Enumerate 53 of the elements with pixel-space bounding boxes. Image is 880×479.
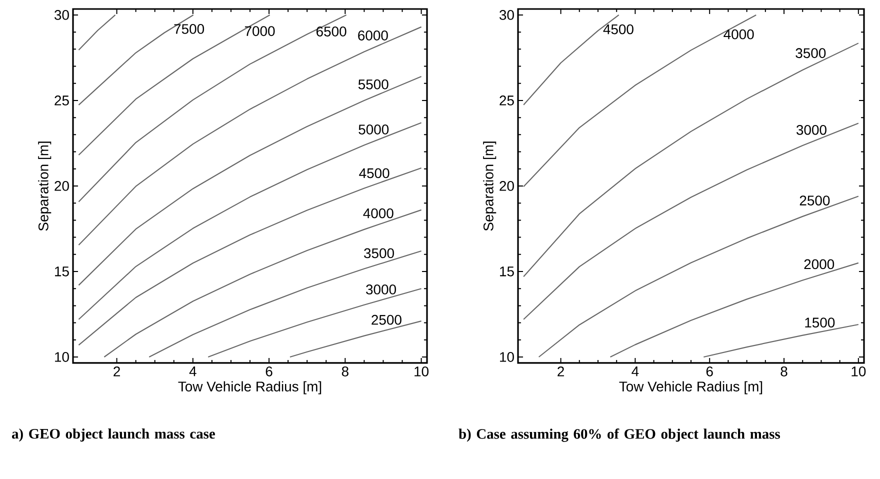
y-axis-title: Separation [m] <box>483 142 496 231</box>
line-series <box>104 209 422 358</box>
y-tick-label: 25 <box>54 96 69 106</box>
x-tick-label: 10 <box>414 366 429 376</box>
series-label: 2000 <box>804 259 834 270</box>
series-label: 1500 <box>805 318 835 328</box>
y-tick-label: 30 <box>500 10 514 20</box>
x-tick-label: 10 <box>852 366 866 376</box>
y-tick-label: 30 <box>54 10 69 20</box>
series-label: 2500 <box>800 196 830 206</box>
text: b) Case assuming 60% of GEO object launch mass <box>458 428 780 442</box>
line-series <box>538 196 859 358</box>
series-label: 6000 <box>358 30 388 40</box>
line-series <box>78 167 422 346</box>
series-label: 5500 <box>358 79 388 90</box>
x-tick-label: 4 <box>189 366 196 376</box>
y-tick-label: 25 <box>500 96 514 106</box>
line-series <box>78 14 347 202</box>
line-series <box>78 76 422 286</box>
series-label: 5000 <box>358 124 389 134</box>
x-axis-title: Tow Vehicle Radius [m] <box>178 381 322 394</box>
text: a) GEO object launch mass case <box>12 428 215 442</box>
y-tick-label: 15 <box>55 266 69 276</box>
x-tick-label: 2 <box>558 366 564 376</box>
series-label: 7500 <box>174 24 204 34</box>
series-label: 3500 <box>364 248 394 258</box>
line-series <box>148 250 422 358</box>
x-axis-title: Tow Vehicle Radius [m] <box>619 381 762 394</box>
x-tick-label: 8 <box>342 366 348 376</box>
y-tick-label: 10 <box>55 352 69 362</box>
line-series <box>523 42 859 278</box>
x-tick-label: 4 <box>632 366 639 376</box>
series-label: 4000 <box>724 29 754 40</box>
series-label: 3500 <box>796 48 826 58</box>
line-series <box>523 14 757 188</box>
x-tick-label: 8 <box>780 366 788 376</box>
y-tick-label: 20 <box>500 181 514 191</box>
series-label: 3000 <box>366 284 396 294</box>
x-tick-label: 6 <box>706 366 713 376</box>
series-label: 6500 <box>316 26 346 36</box>
series-label: 7000 <box>244 26 275 36</box>
series-label: 2500 <box>372 314 402 325</box>
series-label: 4500 <box>603 24 634 34</box>
series-label: 4000 <box>363 208 394 218</box>
y-tick-label: 15 <box>500 266 514 276</box>
series-label: 3000 <box>796 124 826 135</box>
y-axis-title: Separation [m] <box>38 142 52 231</box>
y-tick-label: 10 <box>500 352 514 362</box>
line-series <box>78 26 422 246</box>
series-label: 4500 <box>359 168 390 178</box>
y-tick-label: 20 <box>54 181 69 191</box>
x-tick-label: 6 <box>266 366 272 376</box>
x-tick-label: 2 <box>114 366 120 376</box>
